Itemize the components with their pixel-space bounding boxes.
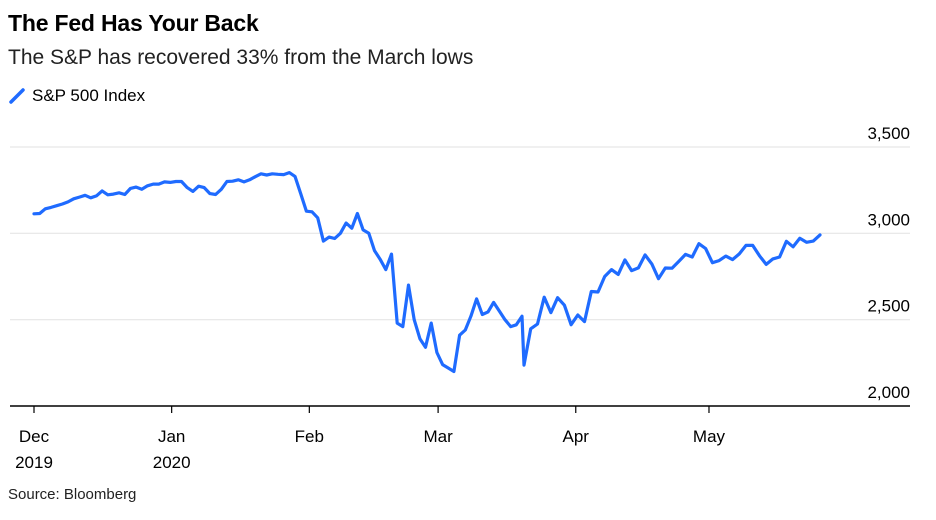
legend: S&P 500 Index (8, 86, 145, 106)
chart-title: The Fed Has Your Back (8, 10, 259, 36)
x-tick-label: Jan (158, 427, 185, 446)
x-tick-label: May (693, 427, 726, 446)
x-tick-label: Apr (563, 427, 590, 446)
legend-swatch-icon (9, 88, 25, 104)
y-tick-label: 3,500 (867, 124, 910, 143)
series-line-sp500 (32, 171, 822, 374)
x-tick-label-year: 2019 (15, 453, 53, 472)
chart-subtitle: The S&P has recovered 33% from the March… (8, 46, 474, 69)
x-tick-label-year: 2020 (153, 453, 191, 472)
y-tick-label: 2,000 (867, 383, 910, 402)
x-tick-label: Dec (19, 427, 50, 446)
legend-label: S&P 500 Index (32, 86, 146, 105)
x-tick-label: Mar (423, 427, 453, 446)
x-tick-label: Feb (295, 427, 324, 446)
source-note: Source: Bloomberg (8, 486, 137, 503)
y-tick-label: 2,500 (867, 297, 910, 316)
y-tick-label: 3,000 (867, 210, 910, 229)
